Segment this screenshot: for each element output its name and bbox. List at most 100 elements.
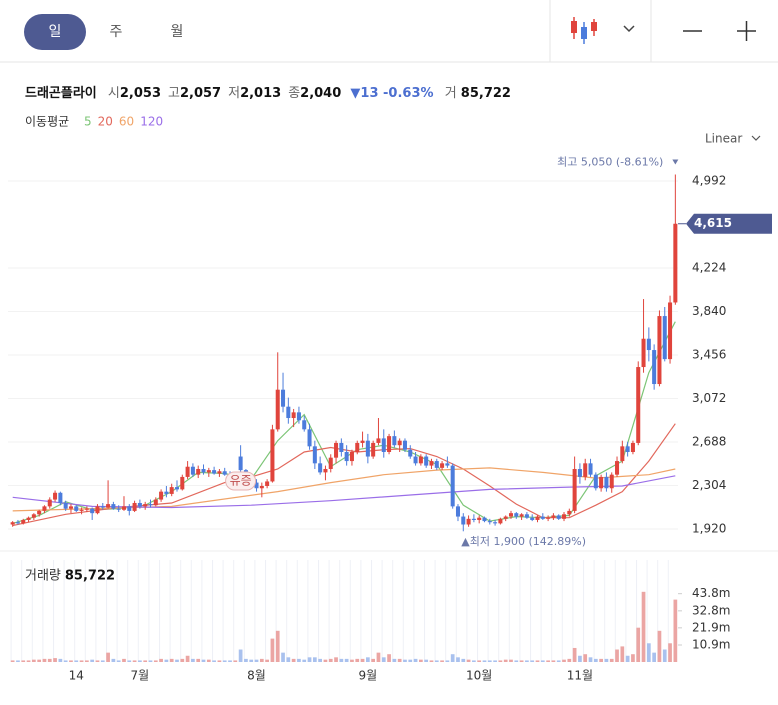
candle-body [323,468,328,473]
candle-body [95,506,100,514]
candle-body [519,514,524,517]
volume-bar [74,660,79,662]
tab[interactable]: 주 [110,24,123,40]
volume-bar [456,657,460,662]
candle-body [265,481,270,486]
candle-body [445,463,450,466]
volume-bar [572,647,577,662]
volume-bar [265,659,269,662]
volume-bar [191,658,195,662]
volume-bar [302,659,307,662]
quote-label: 종 [288,86,301,101]
volume-bar [625,655,630,662]
volume-bar [175,659,179,662]
volume-bar [355,658,360,662]
volume-bar [249,659,254,662]
volume-bar [153,660,158,662]
y-tick-label: 4,992 [692,174,726,188]
volume-bar [477,660,482,662]
candle-body [572,468,577,511]
candle-body [604,476,609,489]
scale-label[interactable]: Linear [705,132,742,146]
volume-bar [652,652,656,662]
zoom-in[interactable] [737,21,756,41]
candle-body [535,516,540,520]
candle-body [328,457,333,469]
candle-body [116,508,121,510]
candle-body [275,389,280,430]
candle-body [15,522,20,524]
x-tick-label: 8월 [247,669,266,683]
quote-value: 2,040 [300,86,342,101]
candle-body [381,438,386,452]
candle-body [514,513,519,517]
candle-body [376,438,381,443]
y-tick-label: 3,456 [692,348,726,362]
quote-label: 고 [168,86,180,101]
y-tick-label: 1,920 [692,522,726,536]
event-label: 유증 [230,474,252,488]
y-tick-label: 3,840 [692,304,726,318]
volume-bar [111,658,116,662]
ma-legend-item: 120 [140,115,163,129]
candle-body [79,509,84,511]
volume-bar [424,659,429,662]
candle-body [339,442,344,452]
candle-body [498,518,503,524]
candle-body [577,468,582,477]
tab[interactable]: 월 [171,24,184,40]
candle-body [487,521,492,523]
candle-body [58,492,63,503]
volume-bar [392,658,397,662]
candle-icon[interactable] [571,17,597,44]
ma-legend-item: 5 [84,115,92,129]
candle-body [201,468,206,473]
candle-body [508,513,514,517]
y-tick-label: 3,072 [692,391,726,405]
volume-bar [461,658,466,662]
y-tick-label: 2,304 [692,478,726,492]
dropdown-icon[interactable] [623,25,635,33]
volume-value: 85,722 [460,86,511,101]
x-tick-label: 7월 [131,669,150,683]
candle-body [100,506,105,508]
y-tick-label: 2,688 [692,435,726,449]
candle-body [47,499,52,507]
event-badge-box [225,471,257,491]
high-marker [672,159,679,165]
volume-bar [429,660,434,662]
volume-bar [281,652,285,662]
candle-body [10,522,15,525]
scale-dropdown[interactable] [751,135,761,141]
stock-name: 드래곤플라이 [25,86,97,101]
volume-bar [578,655,582,662]
volume-bar [525,660,529,662]
tab-active[interactable] [24,14,86,50]
candle-body [482,517,487,522]
volume-bar [381,657,386,662]
candle-body [174,487,180,490]
volume-bar [514,660,519,662]
volume-bar [291,658,296,662]
volume-label: 거 [444,86,457,101]
candle-body [143,504,148,507]
quote-items: 시2,053 고2,057 저2,013 종2,040 [101,86,341,101]
volume-bar [535,660,540,662]
candle-body [132,502,137,511]
change: ▼13 -0.63% [350,86,434,101]
volume-bar [270,638,275,662]
volume-bar [217,660,222,662]
volume-bar [63,660,68,662]
low-label: ▲최저 1,900 (142.89%) [461,535,586,548]
volume-bar [334,657,338,662]
tab[interactable]: 일 [49,24,62,40]
candle-body [408,449,413,457]
volume-bar [185,655,190,662]
volume-bar [212,660,216,662]
volume-tick-label: 32.8m [692,603,730,617]
candle-body [169,487,174,494]
quote-value: 2,057 [179,86,222,101]
candle-body [556,515,561,519]
volume-bar [472,660,476,662]
